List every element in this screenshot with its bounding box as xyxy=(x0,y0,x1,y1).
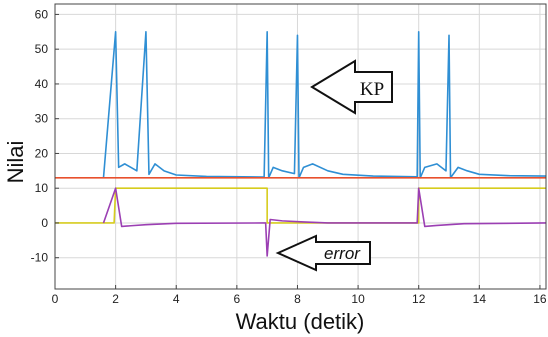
x-tick-label: 4 xyxy=(173,292,180,306)
y-tick-label: 20 xyxy=(35,146,49,160)
error-arrow-shape xyxy=(275,234,371,272)
error-annotation-label: error xyxy=(324,244,361,263)
x-tick-label: 2 xyxy=(112,292,119,306)
x-tick-label: 12 xyxy=(412,292,426,306)
y-tick-label: 60 xyxy=(35,7,49,21)
plot-frame xyxy=(54,3,547,290)
x-axis-label: Waktu (detik) xyxy=(236,309,365,334)
y-tick-label: 40 xyxy=(35,77,49,91)
x-tick-label: 0 xyxy=(52,292,59,306)
x-tick-label: 8 xyxy=(294,292,301,306)
y-ticks: -10 0 10 20 30 40 50 60 xyxy=(31,7,59,265)
y-tick-label: 0 xyxy=(41,216,48,230)
x-tick-label: 16 xyxy=(533,292,547,306)
y-tick-label: 50 xyxy=(35,42,49,56)
x-tick-label: 6 xyxy=(234,292,241,306)
x-tick-label: 10 xyxy=(351,292,365,306)
y-tick-label: -10 xyxy=(31,251,49,265)
kp-arrow-shape xyxy=(310,59,393,115)
kp-annotation: KP xyxy=(310,59,393,115)
error-annotation: error xyxy=(275,234,371,272)
x-ticks: 0 2 4 6 8 10 12 14 16 xyxy=(52,285,547,306)
error-series-line xyxy=(102,187,547,257)
kp-series-line xyxy=(102,31,547,179)
x-tick-label: 14 xyxy=(473,292,487,306)
plot-area xyxy=(55,4,546,289)
kp-annotation-label: KP xyxy=(360,79,384,100)
y-tick-label: 30 xyxy=(35,112,49,126)
series-layer xyxy=(55,31,547,257)
y-axis-label: Nilai xyxy=(3,141,28,184)
y-tick-label: 10 xyxy=(35,181,49,195)
